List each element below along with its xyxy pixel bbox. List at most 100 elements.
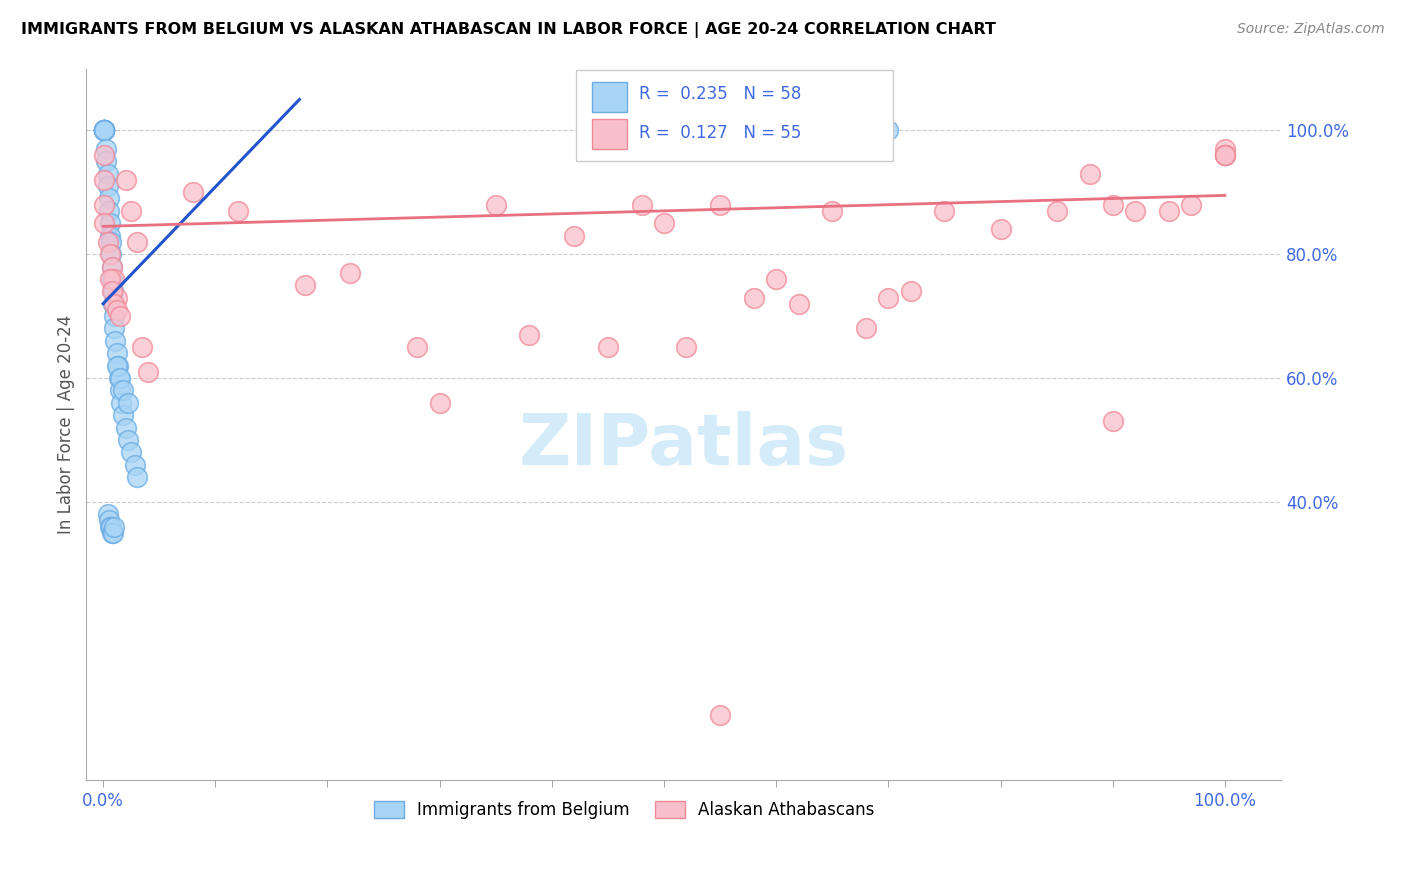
Point: [98, 247, 121, 261]
Point: [93, 123, 115, 137]
Point: [294, 278, 316, 293]
Text: ZIPatlas: ZIPatlas: [519, 411, 849, 480]
Point: [103, 309, 125, 323]
Point: [100, 247, 122, 261]
Point: [855, 123, 877, 137]
Point: [97, 507, 120, 521]
Point: [136, 365, 159, 379]
Point: [709, 197, 731, 211]
Point: [406, 340, 429, 354]
Y-axis label: In Labor Force | Age 20-24: In Labor Force | Age 20-24: [58, 315, 75, 534]
Point: [93, 123, 115, 137]
Point: [101, 260, 124, 274]
FancyBboxPatch shape: [592, 120, 627, 149]
Point: [709, 708, 731, 723]
FancyBboxPatch shape: [592, 82, 627, 112]
Point: [105, 291, 128, 305]
Point: [93, 123, 115, 137]
Text: R =  0.235   N = 58: R = 0.235 N = 58: [640, 86, 801, 103]
Point: [107, 359, 129, 373]
Point: [821, 123, 844, 137]
Point: [652, 216, 675, 230]
Point: [100, 519, 122, 533]
Point: [1213, 148, 1236, 162]
Point: [93, 123, 115, 137]
Point: [93, 216, 115, 230]
Point: [1213, 148, 1236, 162]
Point: [103, 321, 125, 335]
Point: [93, 123, 115, 137]
Point: [112, 384, 135, 398]
Point: [96, 142, 118, 156]
Point: [765, 123, 787, 137]
Point: [103, 296, 125, 310]
Point: [103, 296, 125, 310]
Point: [93, 123, 115, 137]
Point: [98, 216, 121, 230]
Point: [93, 123, 115, 137]
Point: [855, 321, 877, 335]
Point: [108, 371, 131, 385]
Point: [709, 123, 731, 137]
Point: [93, 123, 115, 137]
Point: [101, 260, 124, 274]
Point: [900, 285, 922, 299]
Point: [131, 340, 153, 354]
Point: [1213, 148, 1236, 162]
Point: [877, 123, 900, 137]
Point: [821, 203, 844, 218]
Point: [787, 123, 810, 137]
Point: [101, 272, 124, 286]
Point: [117, 433, 139, 447]
Point: [120, 203, 142, 218]
Point: [630, 197, 652, 211]
Point: [125, 235, 148, 249]
Point: [120, 445, 142, 459]
Point: [96, 154, 118, 169]
Point: [596, 340, 619, 354]
Point: [98, 519, 121, 533]
Point: [93, 148, 115, 162]
Point: [105, 302, 128, 317]
Point: [105, 346, 128, 360]
Point: [97, 203, 120, 218]
Point: [97, 192, 120, 206]
Text: IMMIGRANTS FROM BELGIUM VS ALASKAN ATHABASCAN IN LABOR FORCE | AGE 20-24 CORRELA: IMMIGRANTS FROM BELGIUM VS ALASKAN ATHAB…: [21, 22, 995, 38]
Point: [98, 228, 121, 243]
Point: [93, 123, 115, 137]
Point: [108, 309, 131, 323]
Point: [110, 396, 132, 410]
Point: [114, 173, 136, 187]
Point: [103, 272, 125, 286]
Point: [125, 470, 148, 484]
Legend: Immigrants from Belgium, Alaskan Athabascans: Immigrants from Belgium, Alaskan Athabas…: [367, 794, 882, 825]
Point: [1101, 414, 1123, 428]
Point: [1045, 203, 1067, 218]
Point: [934, 203, 956, 218]
Point: [98, 272, 121, 286]
Point: [742, 291, 765, 305]
Point: [485, 197, 508, 211]
Point: [181, 186, 204, 200]
Point: [562, 228, 585, 243]
Point: [103, 525, 125, 540]
Point: [97, 167, 120, 181]
Point: [93, 123, 115, 137]
Point: [675, 340, 697, 354]
Point: [104, 334, 127, 348]
Point: [1101, 197, 1123, 211]
Point: [101, 525, 124, 540]
Point: [93, 173, 115, 187]
Point: [1213, 142, 1236, 156]
Point: [787, 296, 810, 310]
Point: [114, 420, 136, 434]
Point: [93, 123, 115, 137]
Point: [1157, 203, 1180, 218]
Point: [519, 327, 541, 342]
Point: [105, 359, 128, 373]
Point: [1123, 203, 1146, 218]
Point: [226, 203, 249, 218]
Point: [339, 266, 361, 280]
Text: Source: ZipAtlas.com: Source: ZipAtlas.com: [1237, 22, 1385, 37]
Point: [108, 371, 131, 385]
